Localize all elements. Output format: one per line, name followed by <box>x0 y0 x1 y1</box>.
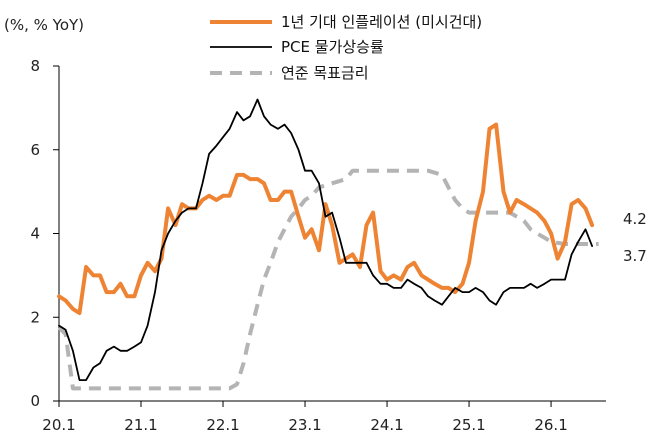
y-tick-label: 0 <box>30 392 40 410</box>
series-layer <box>57 98 599 391</box>
x-ticks: 20.1 21.1 22.1 23.1 24.1 25.1 26.1 <box>42 401 568 434</box>
series-fed-target-rate <box>57 168 599 391</box>
y-tick-label: 8 <box>30 57 40 75</box>
y-tick-label: 4 <box>30 225 40 243</box>
x-tick-label: 25.1 <box>452 416 485 434</box>
legend-label-michigan: 1년 기대 인플레이션 (미시건대) <box>281 13 482 31</box>
legend: 1년 기대 인플레이션 (미시건대) PCE 물가상승률 연준 목표금리 <box>210 13 482 82</box>
x-tick-label: 20.1 <box>42 416 75 434</box>
series-pce-inflation <box>58 98 593 381</box>
x-tick-label: 22.1 <box>206 416 239 434</box>
legend-label-fed-rate: 연준 목표금리 <box>281 64 369 82</box>
y-tick-label: 2 <box>30 308 40 326</box>
x-tick-label: 26.1 <box>534 416 567 434</box>
legend-label-pce: PCE 물가상승률 <box>281 38 384 56</box>
end-label-michigan: 4.2 <box>623 210 647 228</box>
x-tick-label: 24.1 <box>370 416 403 434</box>
unit-label: (%, % YoY) <box>4 16 84 34</box>
x-tick-label: 21.1 <box>124 416 157 434</box>
end-labels: 4.2 3.7 <box>623 210 647 265</box>
end-label-pce: 3.7 <box>623 247 647 265</box>
series-michigan-expectations <box>57 122 595 316</box>
x-tick-label: 23.1 <box>288 416 321 434</box>
y-ticks: 0 2 4 6 8 <box>30 57 59 410</box>
y-tick-label: 6 <box>30 141 40 159</box>
